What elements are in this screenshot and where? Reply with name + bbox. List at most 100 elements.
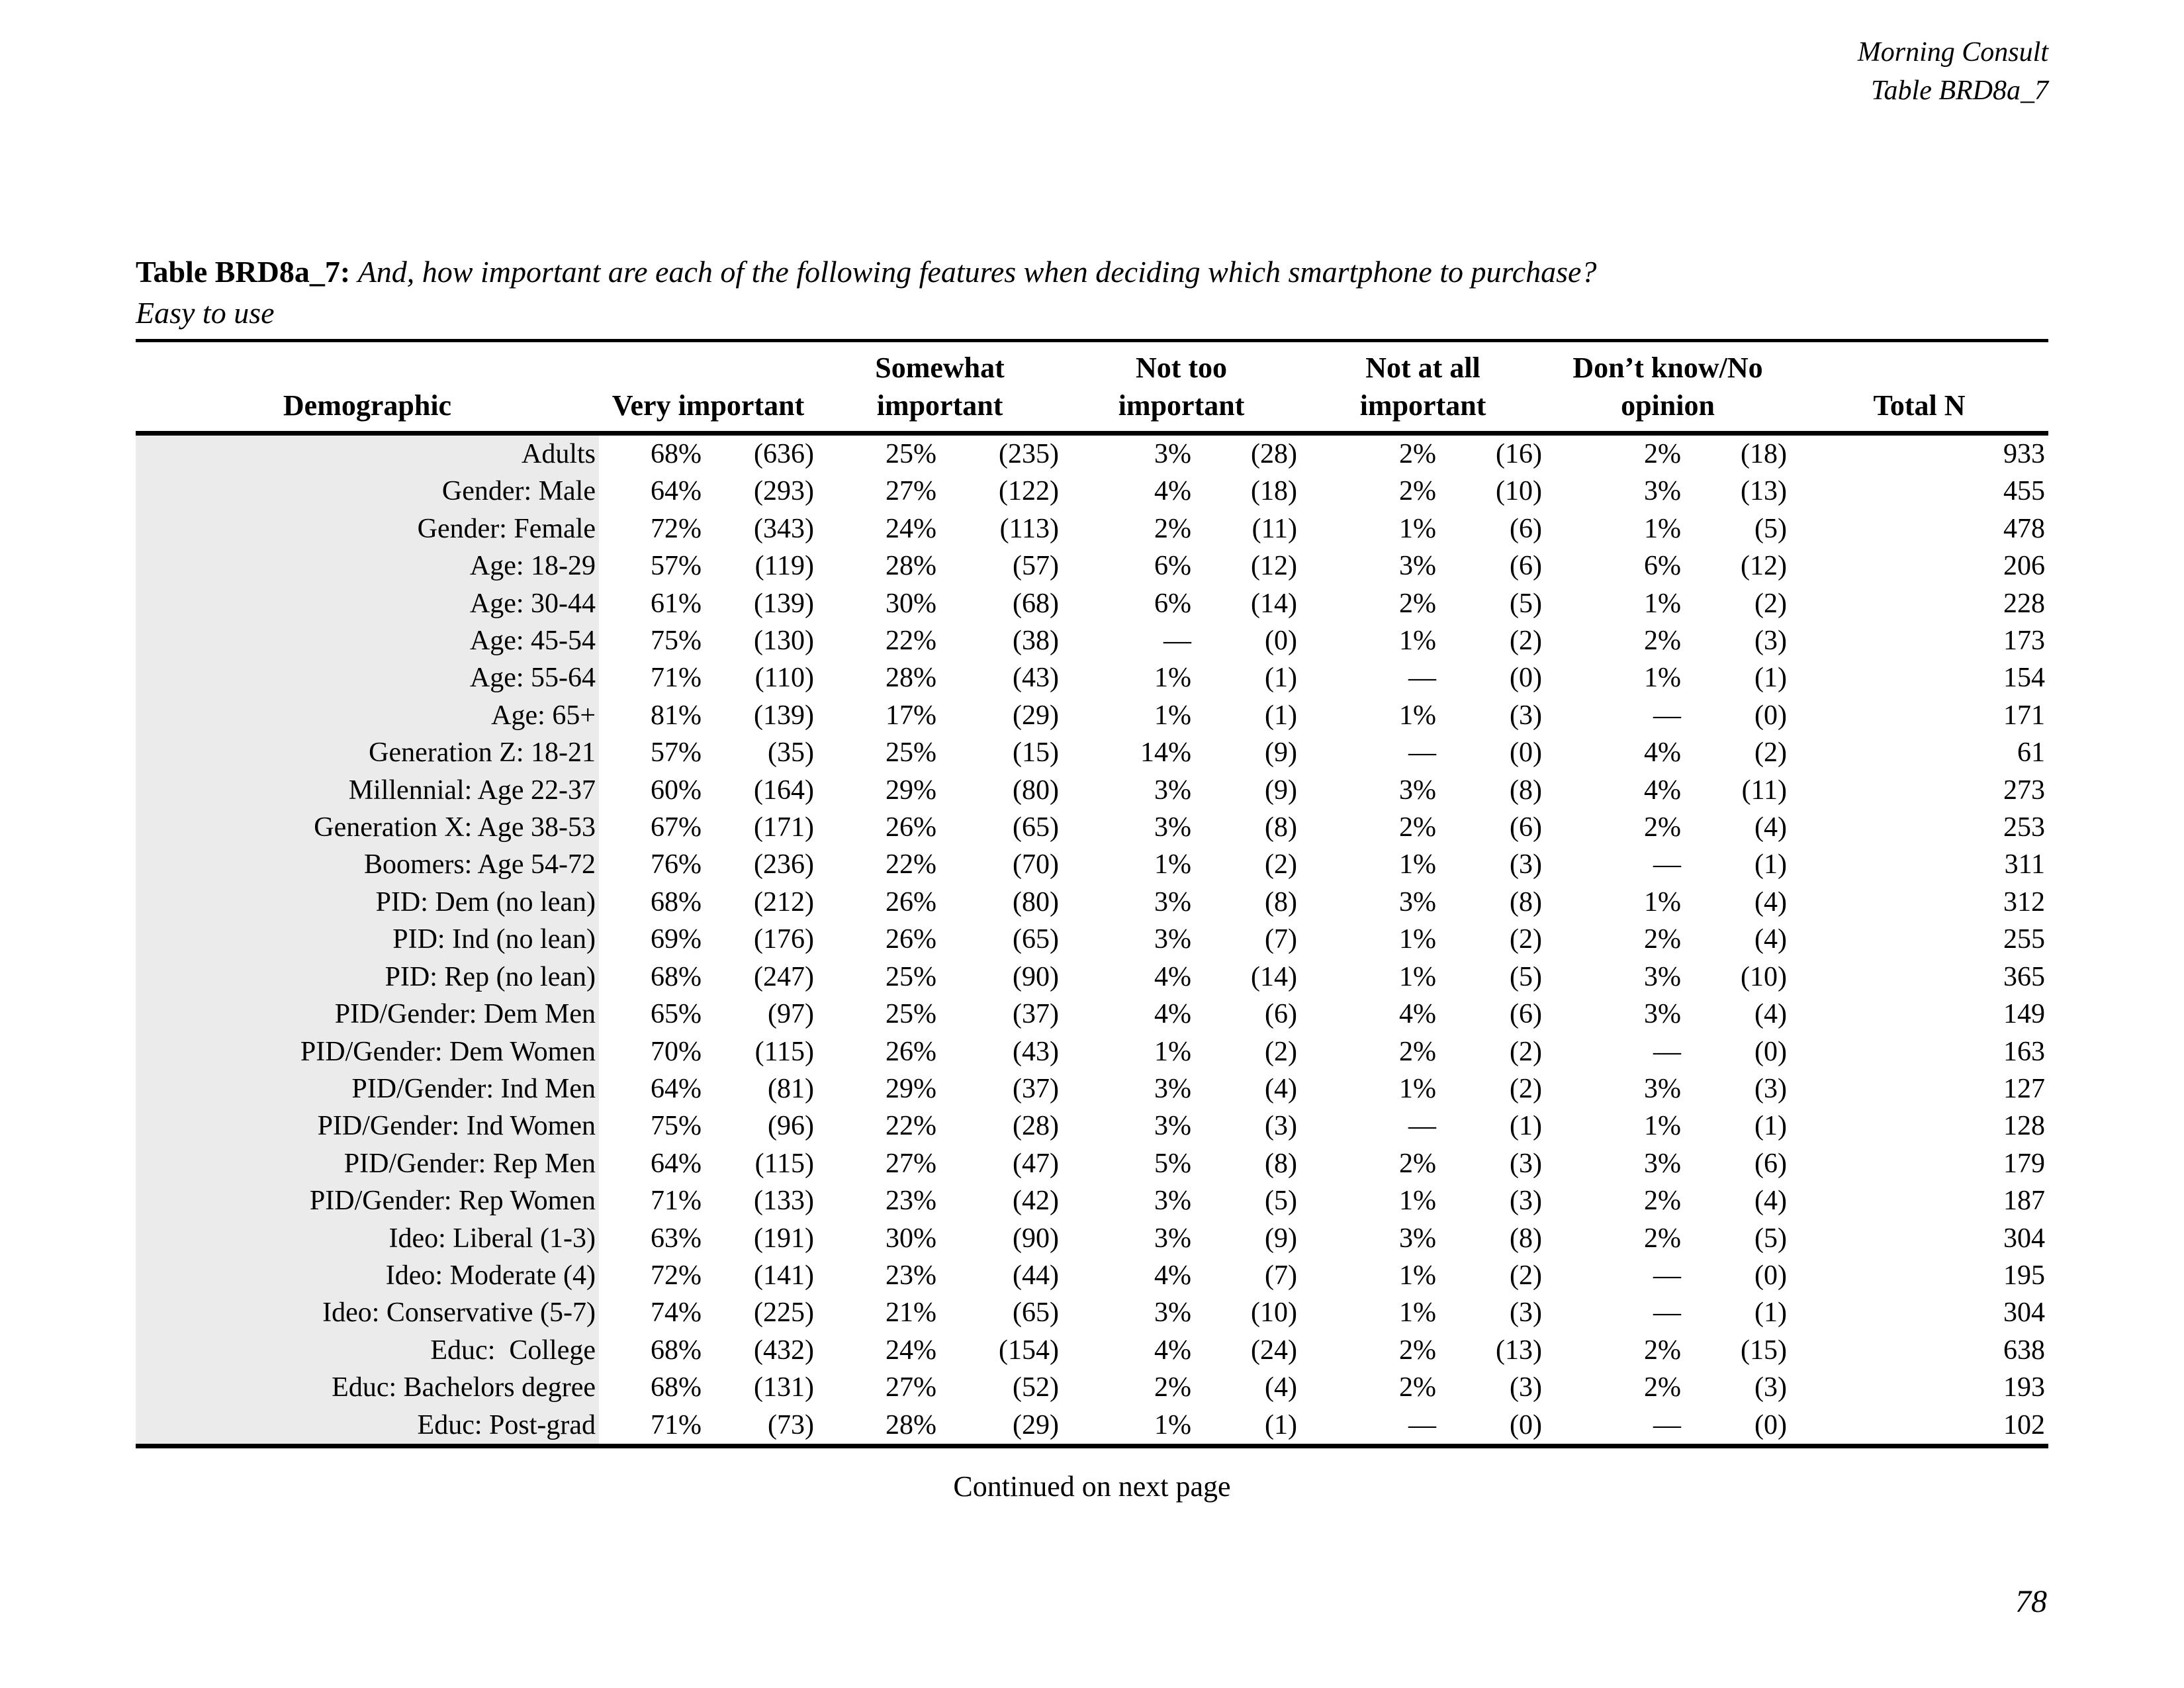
table-row: PID/Gender: Ind Women 75% (96) 22% (28) 3% (3)…	[136, 1107, 2048, 1145]
value-cell: (3)	[1754, 1073, 1788, 1104]
column-header-demographic: Demographic	[136, 340, 599, 436]
demographic-cell: Age: 45-54	[136, 622, 599, 660]
value-cell: 255	[2003, 924, 2046, 955]
demographic-cell: Age: 18-29	[136, 547, 599, 585]
value-cell: 68%	[651, 1372, 702, 1403]
column-header-very-important: Very important	[599, 340, 818, 436]
table-header: Demographic Very important Somewhat impo…	[136, 340, 2049, 436]
value-cell: (2)	[1754, 737, 1788, 769]
value-cell: (42)	[1013, 1186, 1060, 1217]
value-cell: (2)	[1510, 1073, 1543, 1104]
value-cell: (68)	[1013, 588, 1060, 619]
value-cell: (154)	[999, 1335, 1060, 1366]
value-cell: (28)	[1251, 439, 1298, 469]
value-cell: (5)	[1510, 961, 1543, 992]
value-cell: 4%	[1399, 999, 1437, 1030]
value-cell: 2%	[1644, 1372, 1682, 1403]
value-cell: 76%	[651, 849, 702, 880]
value-cell: 1%	[1154, 1409, 1192, 1440]
value-cell: (5)	[1265, 1186, 1298, 1217]
value-cell: (110)	[754, 663, 815, 694]
value-cell: (0)	[1510, 663, 1543, 694]
value-cell: 2%	[1154, 513, 1192, 544]
value-cell: 1%	[1399, 1073, 1437, 1104]
value-cell: (0)	[1754, 1409, 1788, 1440]
demographic-cell: PID/Gender: Ind Women	[136, 1107, 599, 1145]
value-cell: (176)	[754, 924, 815, 955]
value-cell: (10)	[1496, 476, 1543, 507]
value-cell: (16)	[1496, 439, 1543, 469]
value-cell: 1%	[1644, 513, 1682, 544]
value-cell: 1%	[1154, 663, 1192, 694]
table-row: Age: 18-29 57% (119) 28% (57) 6% (12) 3% (6) 6% (1…	[136, 547, 2048, 585]
value-cell: (29)	[1013, 1409, 1060, 1440]
value-cell: 64%	[651, 476, 702, 507]
value-cell: 68%	[651, 961, 702, 992]
value-cell: 71%	[651, 1409, 702, 1440]
value-cell: (47)	[1013, 1148, 1060, 1179]
value-cell: (225)	[754, 1297, 815, 1329]
crosstab-table: Demographic Very important Somewhat impo…	[136, 339, 2049, 1448]
demographic-cell: Educ: Post-grad	[136, 1406, 599, 1446]
value-cell: (80)	[1013, 886, 1060, 917]
value-cell: 312	[2003, 886, 2046, 917]
value-cell: (3)	[1754, 626, 1788, 657]
value-cell: 1%	[1399, 1260, 1437, 1291]
value-cell: 253	[2003, 812, 2046, 843]
value-cell: (1)	[1265, 1409, 1298, 1440]
demographic-cell: Age: 65+	[136, 696, 599, 735]
table-row: Boomers: Age 54-72 76% (236) 22% (70) 1% (2) 1%…	[136, 846, 2048, 884]
table-title-line: Table BRD8a_7: And, how important are ea…	[136, 252, 2048, 293]
value-cell: 149	[2003, 999, 2046, 1030]
value-cell: 154	[2003, 663, 2046, 694]
value-cell: (212)	[754, 886, 815, 917]
value-cell: (8)	[1510, 1223, 1543, 1254]
value-cell: (3)	[1510, 849, 1543, 880]
value-cell: (4)	[1265, 1073, 1298, 1104]
value-cell: (113)	[999, 513, 1060, 544]
value-cell: 128	[2003, 1111, 2046, 1142]
value-cell: 27%	[886, 1148, 937, 1179]
value-cell: (18)	[1741, 439, 1788, 469]
value-cell: 21%	[886, 1297, 937, 1329]
table-row: Age: 45-54 75% (130) 22% (38) — (0) 1% (2) 2% (3) 1…	[136, 622, 2048, 660]
value-cell: (1)	[1754, 1297, 1788, 1329]
value-cell: 29%	[886, 774, 937, 806]
demographic-cell: PID: Ind (no lean)	[136, 921, 599, 959]
value-cell: 3%	[1399, 886, 1437, 917]
value-cell: (7)	[1265, 1260, 1298, 1291]
value-cell: (236)	[754, 849, 815, 880]
document-header: Morning Consult Table BRD8a_7	[1858, 33, 2048, 110]
value-cell: —	[1653, 700, 1682, 731]
value-cell: (191)	[754, 1223, 815, 1254]
value-cell: (37)	[1013, 999, 1060, 1030]
table-row: PID: Dem (no lean) 68% (212) 26% (80) 3% (8) 3%…	[136, 883, 2048, 921]
value-cell: (6)	[1510, 513, 1543, 544]
value-cell: 3%	[1154, 774, 1192, 806]
table-row: Educ: Post-grad 71% (73) 28% (29) 1% (1) — (0) — (…	[136, 1406, 2048, 1446]
value-cell: 179	[2003, 1148, 2046, 1179]
value-cell: (96)	[768, 1111, 815, 1142]
value-cell: 2%	[1644, 812, 1682, 843]
value-cell: (293)	[754, 476, 815, 507]
value-cell: (343)	[754, 513, 815, 544]
value-cell: (139)	[754, 588, 815, 619]
value-cell: 26%	[886, 1036, 937, 1067]
value-cell: (6)	[1265, 999, 1298, 1030]
value-cell: 1%	[1399, 513, 1437, 544]
table-row: Age: 55-64 71% (110) 28% (43) 1% (1) — (0) 1% (1) 1…	[136, 659, 2048, 697]
value-cell: 22%	[886, 1111, 937, 1142]
value-cell: 1%	[1399, 961, 1437, 992]
header-org: Morning Consult	[1857, 37, 2048, 68]
value-cell: 72%	[651, 513, 702, 544]
value-cell: 1%	[1154, 700, 1192, 731]
value-cell: 22%	[886, 626, 937, 657]
value-cell: 2%	[1399, 439, 1437, 469]
value-cell: (12)	[1741, 551, 1788, 582]
table-header-row: Demographic Very important Somewhat impo…	[136, 340, 2049, 436]
value-cell: (8)	[1510, 774, 1543, 806]
value-cell: 63%	[651, 1223, 702, 1254]
value-cell: (4)	[1754, 812, 1788, 843]
value-cell: (24)	[1251, 1335, 1298, 1366]
